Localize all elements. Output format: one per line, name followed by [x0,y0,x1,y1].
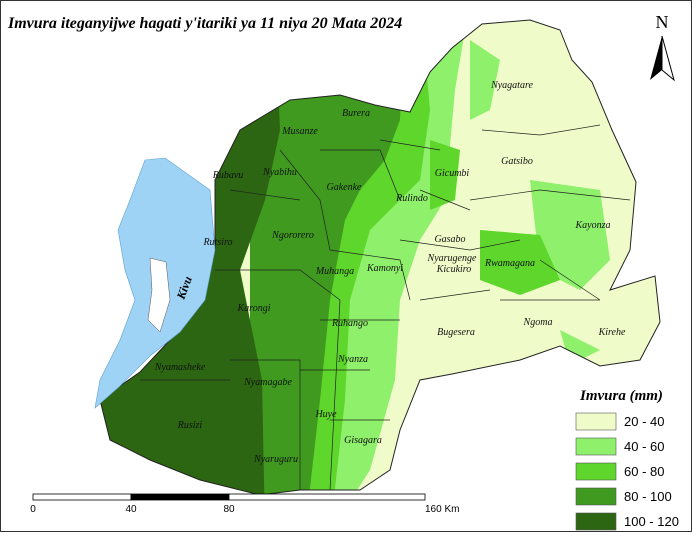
district-label: Nyagatare [490,80,533,91]
north-arrow: N [650,12,675,82]
scale-label: 160 Km [425,504,459,515]
scale-label: 80 [223,504,235,515]
north-label: N [656,12,669,32]
idjwi-island [147,257,171,333]
district-label: Ngororero [271,230,314,241]
arrow-left [650,36,662,80]
legend-swatch [575,412,617,431]
scale-label: 0 [30,504,36,515]
legend-label: 40 - 60 [624,439,664,454]
district-label: Rutsiro [202,237,232,248]
district-label: Ngoma [523,317,553,328]
district-label: Muhanga [315,266,354,277]
scale-bar: 0 40 80 160 Km [30,493,459,515]
district-label: Rulindo [395,193,428,204]
district-label: Nyaruguru [253,454,298,465]
district-label: Rwamagana [484,258,535,269]
district-labels: Nyagatare Gatsibo Kayonza Kirehe Ngoma B… [154,80,626,465]
district-label: Kamonyi [366,263,403,274]
district-label: Kayonza [575,220,611,231]
district-label: Kicukiro [436,264,472,275]
scale-segment [228,493,426,501]
district-label: Gicumbi [435,168,470,179]
legend-swatch [575,462,617,481]
legend-label: 60 - 80 [624,464,664,479]
scale-segment [32,493,132,501]
legend-title: Imvura (mm) [579,388,663,404]
legend-label: 100 - 120 [624,514,679,529]
rainfall-zone [250,20,405,495]
district-label: Karongi [237,303,271,314]
district-label: Nyamagabe [243,377,292,388]
district-label: Gasabo [434,234,465,245]
district-label: Gakenke [327,182,363,193]
district-borders [140,124,631,491]
district-label: Rusizi [177,420,203,431]
legend: Imvura (mm) 20 - 40 40 - 60 60 - 80 80 - 10… [575,388,679,531]
district-label: Rubavu [212,170,244,181]
district-label: Kirehe [598,327,626,338]
district-label: Musanze [281,126,318,137]
arrow-right [661,35,675,82]
district-label: Burera [342,108,370,119]
district-label: Huye [314,409,337,420]
district-label: Nyanza [337,354,368,365]
legend-label: 20 - 40 [624,414,664,429]
country-outline [99,19,661,496]
map-title: Imvura iteganyijwe hagati y'itariki ya 1… [7,15,402,32]
district-label: Gatsibo [501,156,533,167]
scale-segment [130,493,230,501]
district-label: Nyamasheke [154,362,206,373]
district-label: Gisagara [344,435,382,446]
legend-label: 80 - 100 [624,489,672,504]
scale-label: 40 [125,504,137,515]
district-label: Ruhango [331,318,368,329]
legend-swatch [575,487,617,506]
district-label: Nyabihu [262,167,297,178]
legend-swatch [575,437,617,456]
legend-swatch [575,512,617,531]
district-label: Nyarugenge [427,253,477,264]
district-label: Bugesera [437,327,475,338]
